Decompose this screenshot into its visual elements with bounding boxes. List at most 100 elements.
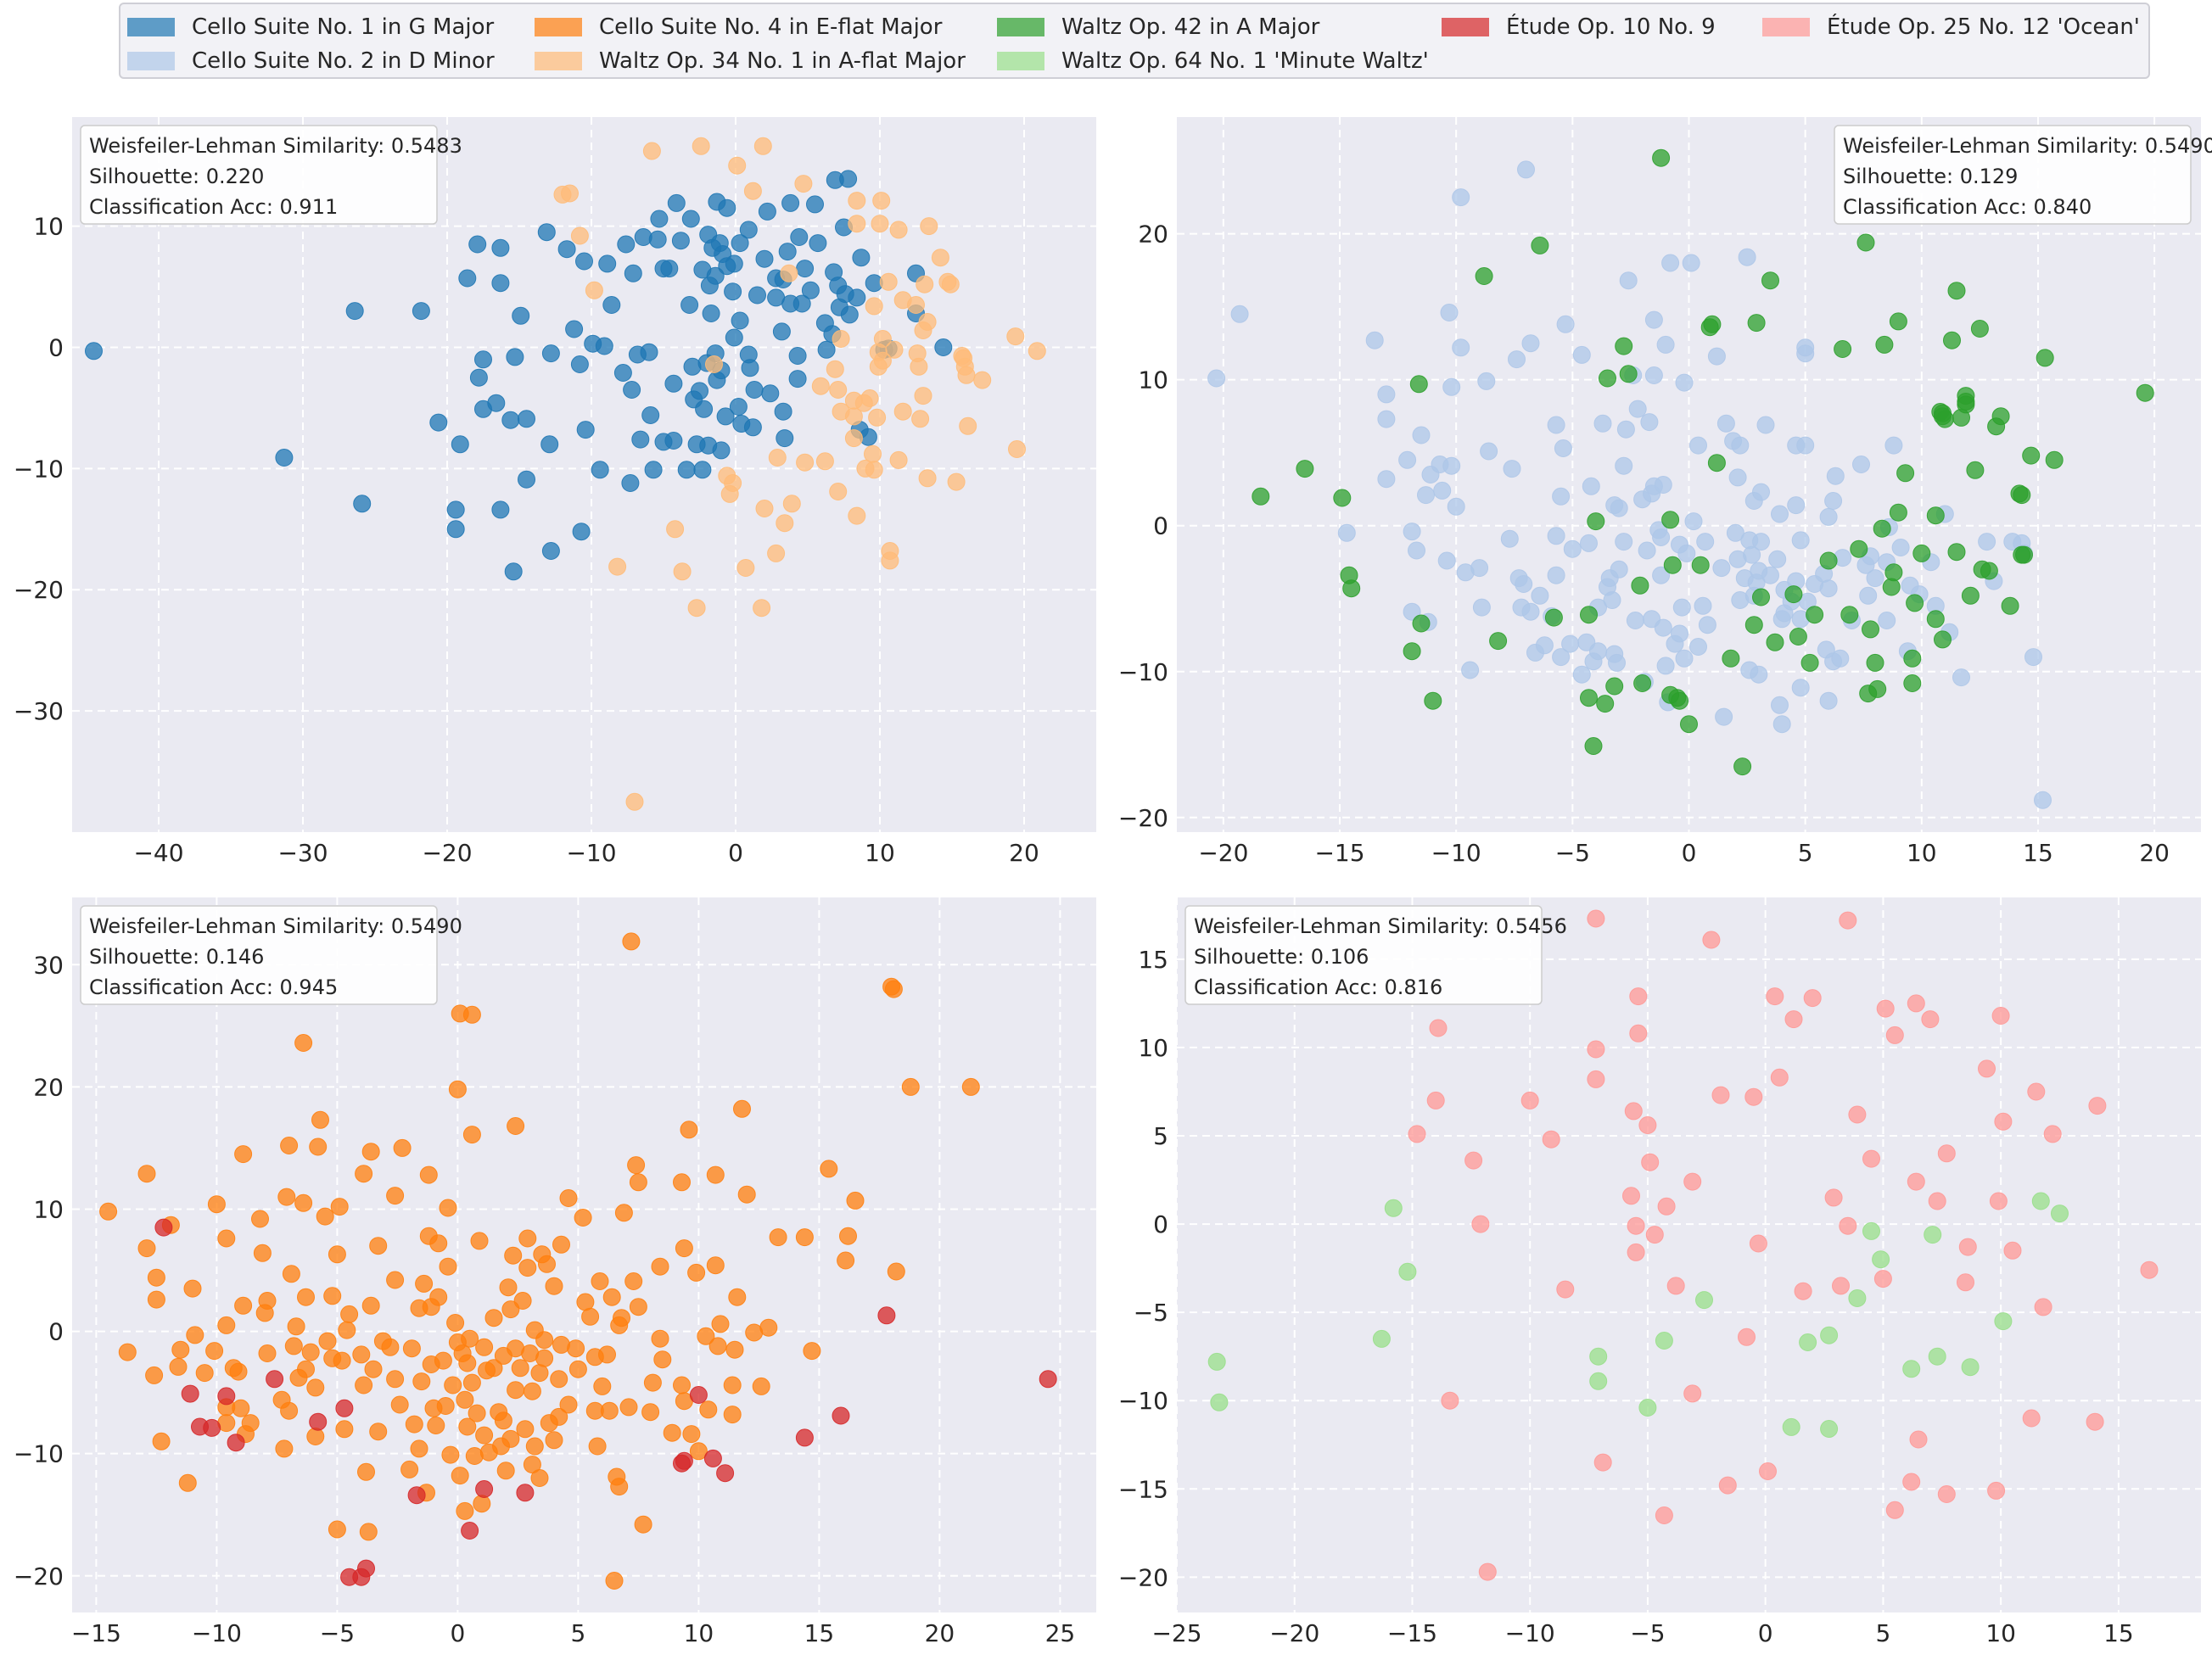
scatter-point bbox=[1884, 436, 1903, 455]
scatter-point bbox=[1489, 632, 1508, 651]
plot-background bbox=[72, 897, 1096, 1612]
scatter-point bbox=[1826, 467, 1845, 485]
scatter-point bbox=[621, 474, 640, 492]
scatter-point bbox=[2043, 1125, 2062, 1143]
scatter-point bbox=[911, 410, 930, 428]
scatter-point bbox=[1006, 327, 1025, 346]
x-tick-label: −15 bbox=[1387, 1619, 1437, 1647]
scatter-point bbox=[491, 500, 510, 519]
scatter-point bbox=[1333, 489, 1352, 507]
scatter-point bbox=[1500, 529, 1519, 548]
scatter-point bbox=[1580, 534, 1598, 552]
scatter-point bbox=[961, 1077, 980, 1096]
scatter-point bbox=[806, 195, 824, 214]
scatter-point bbox=[687, 1263, 706, 1282]
scatter-point bbox=[1252, 487, 1270, 506]
x-tick-label: 20 bbox=[925, 1619, 955, 1647]
scatter-point bbox=[631, 430, 650, 449]
scatter-point bbox=[795, 1428, 814, 1447]
scatter-point bbox=[538, 1255, 556, 1273]
scatter-point bbox=[1622, 1187, 1640, 1205]
scatter-point bbox=[591, 461, 609, 479]
x-tick-label: 0 bbox=[1758, 1619, 1773, 1647]
scatter-point bbox=[664, 374, 683, 393]
y-tick-label: 0 bbox=[1153, 512, 1168, 540]
scatter-point bbox=[1766, 633, 1784, 651]
scatter-point bbox=[323, 1287, 342, 1305]
scatter-point bbox=[1377, 385, 1396, 404]
scatter-point bbox=[1615, 456, 1633, 475]
x-tick-label: −20 bbox=[1269, 1619, 1319, 1647]
scatter-point bbox=[338, 1321, 356, 1339]
scatter-point bbox=[832, 1406, 850, 1425]
scatter-point bbox=[627, 1156, 646, 1175]
scatter-point bbox=[706, 1165, 725, 1184]
scatter-point bbox=[1429, 1019, 1448, 1037]
scatter-point bbox=[1707, 454, 1726, 472]
scatter-point bbox=[1896, 464, 1915, 483]
scatter-point bbox=[1596, 695, 1615, 713]
scatter-point bbox=[1926, 506, 1945, 525]
scatter-point bbox=[513, 1292, 532, 1310]
scatter-point bbox=[1672, 598, 1691, 617]
scatter-point bbox=[1834, 340, 1852, 358]
scatter-point bbox=[848, 215, 866, 233]
scatter-point bbox=[1626, 612, 1644, 629]
scatter-point bbox=[1761, 566, 1779, 584]
x-tick-label: 10 bbox=[1907, 839, 1937, 867]
scatter-point bbox=[1477, 372, 1496, 390]
x-tick-label: −10 bbox=[1431, 839, 1481, 867]
scatter-point bbox=[723, 1376, 742, 1395]
scatter-point bbox=[1980, 562, 1998, 580]
scatter-point bbox=[550, 1370, 568, 1389]
scatter-point bbox=[581, 1307, 600, 1326]
scatter-point bbox=[1909, 1430, 1928, 1449]
scatter-point bbox=[507, 1381, 525, 1400]
scatter-point bbox=[1599, 369, 1616, 388]
scatter-point bbox=[195, 1364, 214, 1383]
y-tick-label: −10 bbox=[1118, 658, 1168, 686]
x-tick-label: −20 bbox=[1198, 839, 1248, 867]
x-tick-label: 5 bbox=[1798, 839, 1813, 867]
scatter-point bbox=[328, 1520, 346, 1539]
stats-line: Silhouette: 0.129 bbox=[1843, 165, 2018, 188]
scatter-point bbox=[1782, 1417, 1800, 1436]
scatter-point bbox=[809, 234, 827, 253]
scatter-point bbox=[1661, 511, 1680, 529]
scatter-point bbox=[309, 1412, 328, 1431]
scatter-point bbox=[1657, 1197, 1676, 1216]
scatter-point bbox=[1471, 1215, 1490, 1233]
scatter-point bbox=[829, 483, 848, 500]
scatter-point bbox=[1885, 1026, 1904, 1044]
scatter-point bbox=[624, 1272, 643, 1290]
scatter-point bbox=[561, 184, 579, 203]
scatter-point bbox=[1872, 1250, 1890, 1269]
y-tick-label: 10 bbox=[33, 213, 64, 241]
scatter-point bbox=[801, 281, 820, 299]
stats-line: Classification Acc: 0.840 bbox=[1843, 195, 2092, 219]
scatter-point bbox=[1926, 610, 1945, 629]
scatter-point bbox=[839, 170, 858, 188]
legend-swatch bbox=[127, 18, 175, 36]
scatter-point bbox=[1472, 598, 1491, 617]
scatter-point bbox=[1644, 366, 1663, 384]
scatter-point bbox=[1907, 994, 1925, 1013]
scatter-point bbox=[410, 1439, 428, 1458]
scatter-point bbox=[622, 932, 641, 951]
scatter-point bbox=[207, 1195, 226, 1214]
scatter-point bbox=[227, 1434, 245, 1452]
x-tick-label: −10 bbox=[192, 1619, 242, 1647]
scatter-point bbox=[1661, 254, 1680, 272]
scatter-point bbox=[602, 1288, 621, 1306]
scatter-point bbox=[832, 330, 850, 348]
scatter-point bbox=[1587, 512, 1605, 531]
scatter-point bbox=[795, 1228, 814, 1247]
scatter-point bbox=[1337, 523, 1356, 542]
scatter-point bbox=[1770, 1068, 1789, 1087]
scatter-point bbox=[1655, 1332, 1673, 1350]
scatter-point bbox=[1683, 1172, 1702, 1191]
scatter-point bbox=[1652, 148, 1671, 167]
scatter-point bbox=[1629, 1024, 1648, 1042]
plot-background bbox=[1177, 897, 2201, 1612]
scatter-point bbox=[1478, 1562, 1497, 1581]
